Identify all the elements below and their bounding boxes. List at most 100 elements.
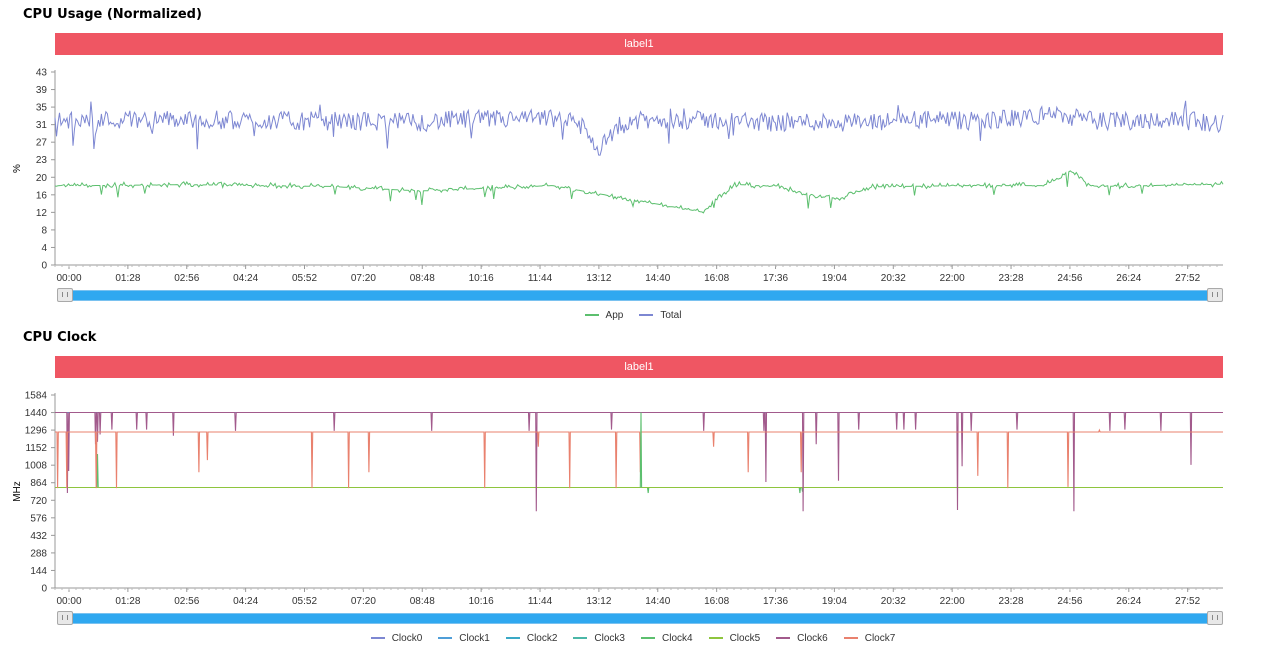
cpu-usage-y-tick-label: 23 <box>36 155 48 166</box>
cpu-clock-x-tick-label: 02:56 <box>174 596 199 607</box>
cpu-clock-slider-left-handle[interactable] <box>57 611 73 625</box>
series-line-total <box>54 100 1224 156</box>
cpu-usage-y-tick-label: 4 <box>41 243 47 254</box>
cpu-clock-range-slider[interactable] <box>55 611 1223 625</box>
cpu-usage-banner: label1 <box>55 33 1223 55</box>
cpu-clock-x-tick-label: 22:00 <box>940 596 965 607</box>
legend-swatch <box>641 637 655 639</box>
cpu-clock-x-tick-label: 13:12 <box>586 596 611 607</box>
cpu-usage-slider-left-handle[interactable] <box>57 288 73 302</box>
cpu-clock-legend-item-clock2[interactable]: Clock2 <box>505 631 557 645</box>
cpu-usage-x-tick-label: 19:04 <box>822 273 847 284</box>
cpu-usage-x-tick-label: 22:00 <box>940 273 965 284</box>
cpu-usage-x-tick-label: 24:56 <box>1057 273 1082 284</box>
cpu-usage-y-tick-label: 31 <box>36 120 48 131</box>
cpu-usage-y-tick-label: 20 <box>36 173 48 184</box>
legend-swatch <box>370 637 385 639</box>
cpu-clock-y-tick-label: 1584 <box>25 391 48 402</box>
cpu-usage-x-tick-label: 20:32 <box>881 273 906 284</box>
cpu-usage-x-tick-label: 05:52 <box>292 273 317 284</box>
cpu-clock-x-tick-label: 17:36 <box>763 596 788 607</box>
cpu-clock-y-tick-label: 1440 <box>25 408 48 419</box>
cpu-clock-x-tick-label: 01:28 <box>115 596 140 607</box>
cpu-clock-x-tick-label: 08:48 <box>410 596 435 607</box>
cpu-clock-y-axis-label: MHz <box>12 481 23 502</box>
cpu-clock-legend-item-clock0[interactable]: Clock0 <box>370 631 423 645</box>
legend-swatch <box>708 637 723 639</box>
legend-swatch <box>438 637 453 639</box>
cpu-clock-x-tick-label: 05:52 <box>292 596 317 607</box>
legend-label: Clock0 <box>391 632 423 644</box>
cpu-clock-legend-item-clock6[interactable]: Clock6 <box>776 631 828 645</box>
cpu-clock-legend-item-clock3[interactable]: Clock3 <box>573 631 625 645</box>
cpu-usage-y-tick-label: 0 <box>41 261 47 272</box>
legend-swatch <box>843 637 858 639</box>
cpu-clock-legend-item-clock7[interactable]: Clock7 <box>843 631 896 645</box>
cpu-usage-x-tick-label: 26:24 <box>1116 273 1141 284</box>
legend-swatch <box>584 314 599 316</box>
cpu-usage-y-tick-label: 43 <box>36 68 48 79</box>
cpu-usage-slider-right-handle[interactable] <box>1207 288 1223 302</box>
legend-swatch <box>776 637 791 639</box>
series-line-clock4-spike <box>639 412 643 488</box>
cpu-usage-range-slider[interactable] <box>55 288 1223 302</box>
cpu-usage-x-tick-label: 17:36 <box>763 273 788 284</box>
cpu-usage-x-tick-label: 07:20 <box>351 273 376 284</box>
legend-swatch <box>639 314 654 316</box>
cpu-clock-y-tick-label: 1008 <box>25 461 48 472</box>
legend-label: Clock7 <box>864 632 896 644</box>
cpu-usage-chart: 0 4 8 12 16 20 23 27 31 35 39 43 00:00 01:28 02:56 04:2… <box>12 68 1224 284</box>
cpu-clock-x-tick-label: 16:08 <box>704 596 729 607</box>
cpu-clock-title: CPU Clock <box>23 330 97 345</box>
cpu-clock-x-tick-label: 07:20 <box>351 596 376 607</box>
cpu-usage-legend-item-app[interactable]: App <box>584 308 624 322</box>
cpu-clock-x-tick-label: 11:44 <box>528 596 553 607</box>
legend-label: Clock5 <box>729 632 761 644</box>
legend-label: Clock6 <box>797 632 828 644</box>
cpu-usage-title: CPU Usage (Normalized) <box>23 7 202 22</box>
cpu-usage-x-tick-label: 02:56 <box>174 273 199 284</box>
legend-swatch <box>573 637 588 639</box>
cpu-clock-y-tick-label: 0 <box>41 584 47 595</box>
cpu-clock-legend-item-clock1[interactable]: Clock1 <box>438 631 490 645</box>
cpu-clock-axes: 0 144 288 432 576 720 864 1008 1152 1296 1440 1584 0… <box>12 391 1223 607</box>
cpu-usage-x-tick-label: 27:52 <box>1175 273 1200 284</box>
cpu-usage-y-tick-label: 16 <box>36 190 48 201</box>
legend-label: Clock1 <box>459 632 490 644</box>
series-line-app <box>54 170 1224 214</box>
cpu-clock-x-tick-label: 14:40 <box>645 596 670 607</box>
cpu-clock-slider-right-handle[interactable] <box>1207 611 1223 625</box>
cpu-usage-legend-item-total[interactable]: Total <box>639 308 681 322</box>
cpu-usage-x-tick-label: 08:48 <box>410 273 435 284</box>
cpu-clock-legend-item-clock4[interactable]: Clock4 <box>641 631 693 645</box>
series-line-clock6 <box>55 411 1223 512</box>
cpu-usage-x-tick-label: 16:08 <box>704 273 729 284</box>
cpu-usage-x-tick-label: 01:28 <box>115 273 140 284</box>
cpu-usage-x-tick-label: 10:16 <box>469 273 494 284</box>
legend-swatch <box>505 637 520 639</box>
cpu-usage-legend: App Total <box>0 308 1266 322</box>
legend-label: Total <box>660 309 682 321</box>
cpu-usage-y-tick-label: 12 <box>36 208 48 219</box>
cpu-clock-y-tick-label: 432 <box>30 531 47 542</box>
legend-label: App <box>605 309 624 321</box>
cpu-usage-x-tick-label: 04:24 <box>233 273 258 284</box>
cpu-usage-x-tick-label: 11:44 <box>528 273 553 284</box>
cpu-clock-legend: Clock0 Clock1 Clock2 Clock3 Clock4 Clock5 Cloc… <box>0 631 1266 645</box>
cpu-usage-x-tick-label: 13:12 <box>586 273 611 284</box>
cpu-usage-y-tick-label: 27 <box>36 138 48 149</box>
cpu-clock-banner: label1 <box>55 356 1223 378</box>
cpu-clock-x-tick-label: 27:52 <box>1175 596 1200 607</box>
series-line-clock7 <box>55 428 1223 489</box>
cpu-clock-slider-track[interactable] <box>63 613 1215 624</box>
cpu-usage-x-tick-label: 14:40 <box>645 273 670 284</box>
cpu-clock-legend-item-clock5[interactable]: Clock5 <box>708 631 761 645</box>
cpu-usage-y-tick-label: 35 <box>36 103 48 114</box>
cpu-clock-y-tick-label: 720 <box>30 496 47 507</box>
cpu-clock-y-tick-label: 1152 <box>25 443 47 454</box>
legend-label: Clock4 <box>662 632 693 644</box>
cpu-clock-x-tick-label: 24:56 <box>1057 596 1082 607</box>
cpu-clock-x-tick-label: 23:28 <box>999 596 1024 607</box>
cpu-clock-x-tick-label: 19:04 <box>822 596 847 607</box>
cpu-clock-y-tick-label: 576 <box>30 513 47 524</box>
